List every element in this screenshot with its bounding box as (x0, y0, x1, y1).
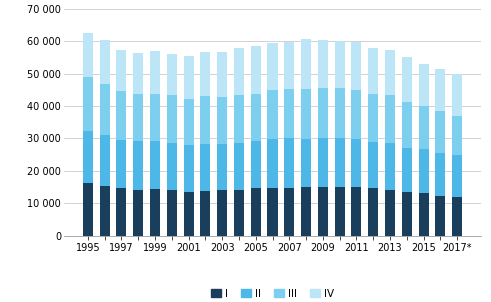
Bar (452, 197, 462, 236)
Bar (385, 50, 395, 95)
Bar (268, 90, 277, 139)
Bar (234, 95, 244, 143)
Bar (251, 46, 261, 94)
Bar (368, 188, 378, 236)
Bar (184, 99, 193, 145)
Bar (268, 188, 277, 236)
Bar (251, 188, 261, 236)
Bar (301, 187, 311, 236)
Bar (452, 115, 462, 155)
Bar (251, 141, 261, 188)
Bar (418, 64, 429, 106)
Bar (167, 95, 177, 143)
Bar (167, 190, 177, 236)
Bar (83, 77, 93, 131)
Bar (133, 141, 143, 190)
Bar (368, 48, 378, 94)
Bar (318, 88, 328, 139)
Bar (100, 40, 109, 84)
Bar (200, 191, 210, 236)
Bar (167, 143, 177, 190)
Bar (402, 101, 412, 148)
Bar (452, 74, 462, 115)
Bar (200, 144, 210, 191)
Bar (418, 106, 429, 149)
Bar (436, 196, 445, 236)
Bar (436, 153, 445, 196)
Bar (184, 191, 193, 236)
Legend: I, II, III, IV: I, II, III, IV (206, 284, 339, 302)
Bar (116, 50, 127, 91)
Bar (352, 187, 361, 236)
Bar (167, 54, 177, 95)
Bar (268, 43, 277, 90)
Bar (436, 111, 445, 153)
Bar (284, 89, 294, 139)
Bar (436, 69, 445, 111)
Bar (100, 135, 109, 186)
Bar (402, 191, 412, 236)
Bar (234, 143, 244, 190)
Bar (352, 90, 361, 139)
Bar (116, 188, 127, 236)
Bar (335, 138, 345, 187)
Bar (200, 52, 210, 96)
Bar (318, 187, 328, 236)
Bar (184, 56, 193, 99)
Bar (217, 97, 227, 144)
Bar (284, 42, 294, 89)
Bar (352, 42, 361, 90)
Bar (385, 190, 395, 236)
Bar (418, 193, 429, 236)
Bar (184, 145, 193, 191)
Bar (318, 139, 328, 187)
Bar (385, 143, 395, 190)
Bar (385, 95, 395, 143)
Bar (200, 96, 210, 144)
Bar (418, 149, 429, 193)
Bar (234, 48, 244, 95)
Bar (368, 94, 378, 142)
Bar (217, 144, 227, 190)
Bar (284, 188, 294, 236)
Bar (284, 139, 294, 188)
Bar (368, 142, 378, 188)
Bar (83, 183, 93, 236)
Bar (150, 94, 160, 141)
Bar (217, 52, 227, 97)
Bar (133, 94, 143, 141)
Bar (133, 53, 143, 94)
Bar (402, 57, 412, 101)
Bar (268, 139, 277, 188)
Bar (217, 190, 227, 236)
Bar (83, 131, 93, 183)
Bar (100, 186, 109, 236)
Bar (251, 94, 261, 141)
Bar (116, 140, 127, 188)
Bar (234, 190, 244, 236)
Bar (301, 89, 311, 139)
Bar (301, 139, 311, 187)
Bar (301, 39, 311, 89)
Bar (133, 190, 143, 236)
Bar (335, 41, 345, 88)
Bar (335, 88, 345, 138)
Bar (150, 141, 160, 189)
Bar (335, 187, 345, 236)
Bar (100, 84, 109, 135)
Bar (402, 148, 412, 191)
Bar (150, 51, 160, 94)
Bar (150, 189, 160, 236)
Bar (318, 40, 328, 88)
Bar (116, 91, 127, 140)
Bar (452, 155, 462, 197)
Bar (352, 139, 361, 187)
Bar (83, 33, 93, 77)
